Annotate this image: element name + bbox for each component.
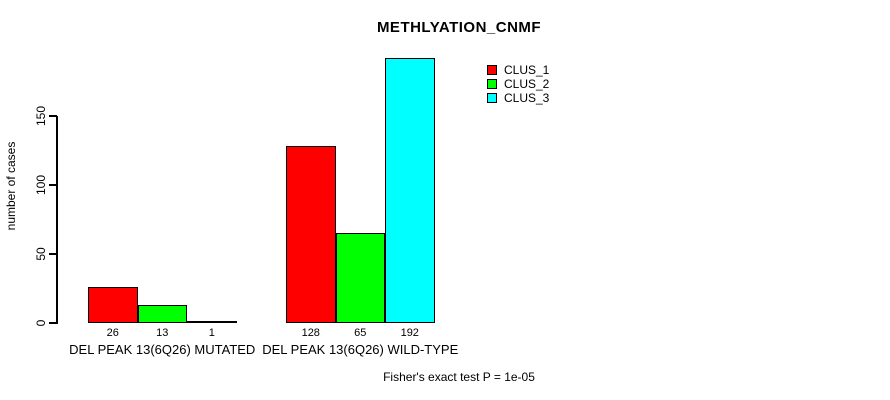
- legend-label: CLUS_1: [504, 63, 550, 77]
- legend-item-clus_3: CLUS_3: [487, 91, 549, 105]
- bar-clus_1-group2: [286, 146, 336, 323]
- legend-item-clus_2: CLUS_2: [487, 77, 549, 91]
- chart-title: METHLYATION_CNMF: [376, 19, 542, 36]
- legend-item-clus_1: CLUS_1: [487, 63, 549, 77]
- annotation-text: Fisher's exact test P = 1e-05: [383, 370, 535, 384]
- y-axis-tick-label: 100: [34, 174, 48, 196]
- bar-value-label: 13: [156, 327, 169, 339]
- legend: CLUS_1 CLUS_2 CLUS_3: [487, 63, 549, 105]
- y-axis-tick: [49, 322, 57, 324]
- legend-label: CLUS_2: [504, 77, 550, 91]
- bar-value-label: 65: [354, 327, 367, 339]
- bar-clus_3-group1: [187, 321, 237, 323]
- bar-value-label: 26: [106, 327, 119, 339]
- y-axis-tick: [49, 115, 57, 117]
- y-axis-tick: [49, 253, 57, 255]
- legend-swatch-icon: [487, 79, 497, 89]
- bar-value-label: 1: [208, 327, 215, 339]
- legend-label: CLUS_3: [504, 91, 550, 105]
- bar-clus_2-group2: [335, 233, 385, 323]
- y-axis-label: number of cases: [4, 141, 18, 231]
- y-axis-tick: [49, 184, 57, 186]
- y-axis-tick-label: 0: [34, 319, 48, 327]
- y-axis-tick-label: 150: [34, 105, 48, 127]
- legend-swatch-icon: [487, 93, 497, 103]
- category-label: DEL PEAK 13(6Q26) MUTATED: [69, 342, 256, 357]
- category-label: DEL PEAK 13(6Q26) WILD-TYPE: [262, 342, 459, 357]
- bar-clus_2-group1: [137, 305, 187, 323]
- bar-value-label: 128: [301, 327, 320, 339]
- bar-clus_3-group2: [385, 58, 435, 323]
- y-axis-tick-label: 50: [34, 247, 48, 261]
- legend-swatch-icon: [487, 65, 497, 75]
- bar-value-label: 192: [400, 327, 419, 339]
- bar-clus_1-group1: [88, 287, 138, 323]
- y-axis-line: [56, 116, 58, 324]
